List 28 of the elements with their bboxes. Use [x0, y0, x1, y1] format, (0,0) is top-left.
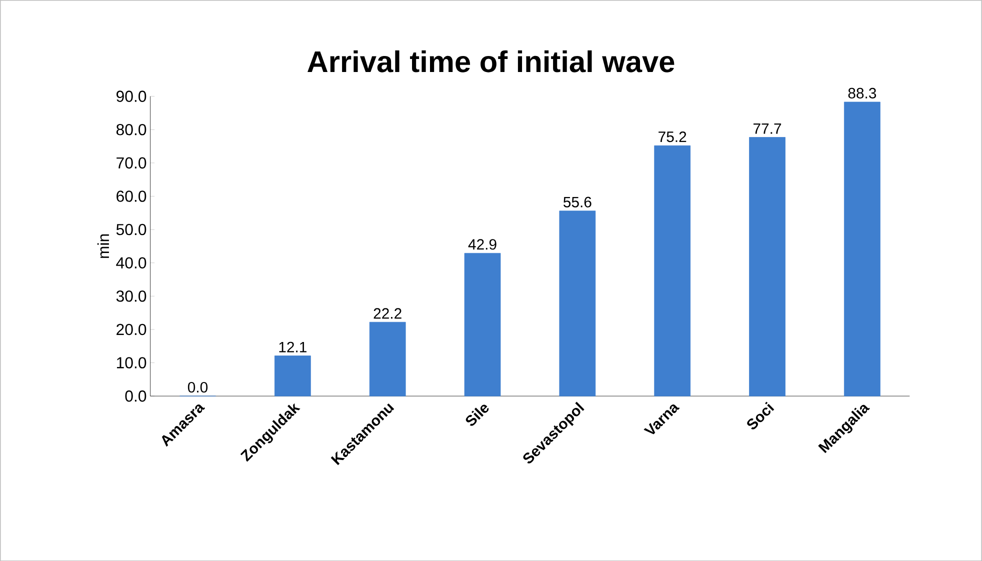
bar	[559, 210, 596, 396]
y-tick-label: 40.0	[116, 257, 146, 268]
x-tick-label: Sile	[466, 404, 489, 426]
y-tick-label: 0.0	[125, 390, 146, 402]
bar	[654, 145, 691, 396]
y-tick-label: 60.0	[116, 190, 146, 202]
y-tick-label: 90.0	[116, 90, 146, 102]
y-tick-label: 80.0	[116, 124, 146, 136]
data-label: 12.1	[279, 342, 306, 352]
data-label: 75.2	[658, 131, 686, 142]
y-tick-label: 70.0	[116, 157, 146, 168]
data-label: 88.3	[848, 88, 876, 98]
chart-title: Arrival time of initial wave	[308, 50, 674, 72]
bar	[749, 136, 786, 396]
bar	[464, 252, 501, 396]
y-axis-title: min	[97, 234, 109, 258]
y-tick-label: 30.0	[116, 290, 146, 302]
data-label: 42.9	[468, 238, 496, 250]
data-label: 55.6	[563, 196, 592, 208]
data-label: 0.0	[188, 382, 208, 392]
bar	[369, 322, 406, 396]
bar	[844, 102, 880, 396]
data-label: 22.2	[374, 308, 402, 318]
y-tick-label: 10.0	[116, 356, 146, 368]
bar	[274, 355, 311, 396]
y-tick-label: 20.0	[116, 324, 146, 335]
data-label: 77.7	[754, 123, 782, 134]
y-tick-label: 50.0	[116, 224, 146, 236]
